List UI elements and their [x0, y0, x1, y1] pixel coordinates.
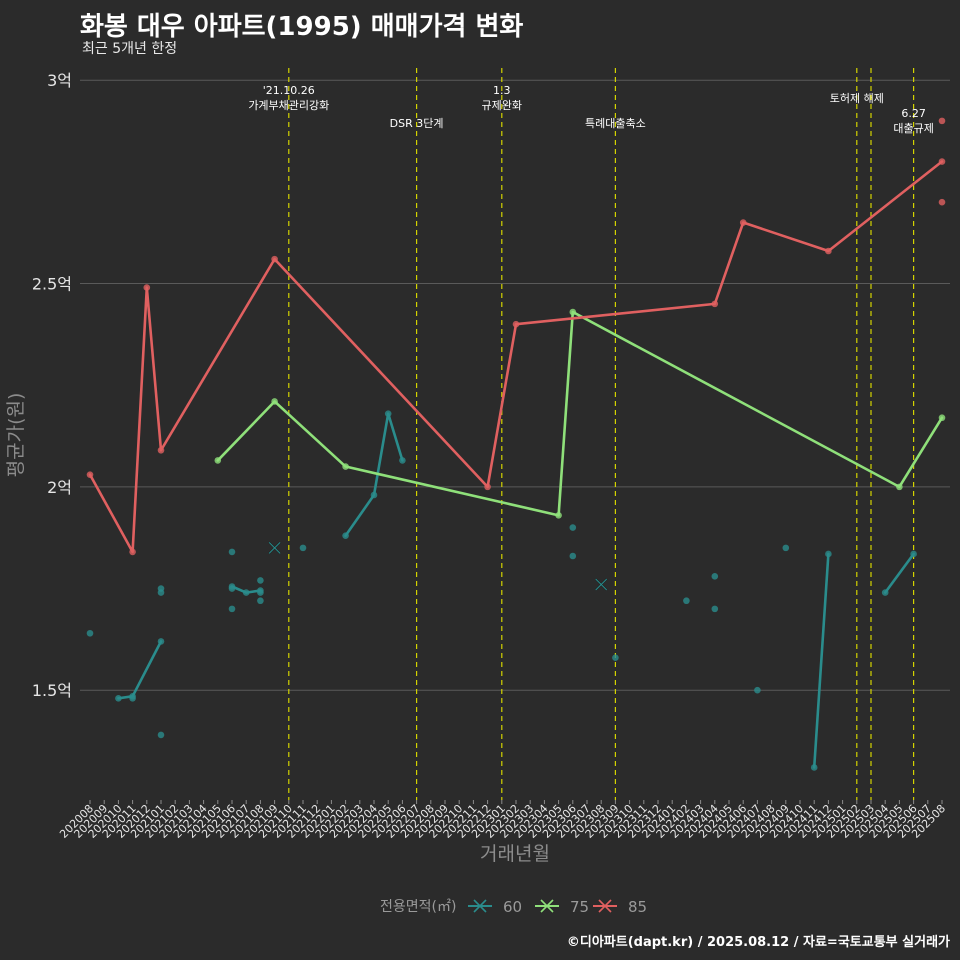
source-caption: ©디아파트(dapt.kr) / 2025.08.12 / 자료=국토교통부 실… [566, 935, 950, 950]
series-60-point [257, 597, 264, 605]
series-60-point [242, 589, 250, 596]
series-60-point [825, 550, 832, 558]
series-60-point [683, 597, 690, 605]
event-annotation: 규제완화 [482, 99, 522, 112]
series-75-point [555, 512, 562, 519]
series-85-point [271, 255, 278, 263]
series-60-point [711, 605, 719, 613]
series-85-point [938, 198, 946, 206]
series-60-line [883, 552, 915, 594]
series-85-point [484, 483, 491, 491]
event-annotation: '21.10.26 [263, 84, 315, 97]
legend-label-85: 85 [628, 898, 647, 916]
y-tick-label: 2.5억 [32, 275, 72, 294]
event-annotation: 6.27 [901, 107, 926, 120]
series-85-point [143, 284, 151, 291]
series-85-point [157, 446, 165, 454]
cross-stroke [595, 578, 608, 591]
series-60-point [157, 731, 165, 739]
event-annotation: DSR 3단계 [390, 117, 444, 130]
series-85-line [88, 160, 944, 554]
series-60-point [342, 532, 349, 539]
y-tick-label: 3억 [47, 71, 72, 90]
series-60-point [257, 577, 264, 584]
series-60-point [910, 550, 917, 558]
x-axis-title: 거래년월 [480, 843, 550, 865]
series-60-point [754, 686, 761, 694]
series-60-point [370, 491, 378, 499]
series-60-point [569, 524, 577, 531]
chart-title: 화봉 대우 아파트(1995) 매매가격 변화 [80, 12, 524, 42]
y-tick-labels: 1.5억 2억 2.5억 3억 [32, 71, 72, 700]
series-60-point [257, 589, 264, 596]
series-60-point [569, 552, 577, 560]
series-60-point [157, 589, 165, 596]
series-85-point [129, 548, 136, 556]
event-annotation: 가계부채관리강화 [248, 99, 329, 112]
series-85-point [938, 158, 946, 165]
series-60-point [399, 457, 406, 464]
legend-title: 전용면적(㎡) [380, 899, 456, 915]
legend-key-75-x [540, 899, 554, 913]
series-60-point [129, 695, 136, 702]
series-75-point [938, 414, 946, 422]
series-75-point [896, 483, 903, 491]
series-60-point [782, 544, 790, 552]
series-75-point [271, 398, 278, 405]
series-60-point [711, 573, 719, 580]
series-75-point [342, 463, 349, 470]
series-75-point [569, 308, 577, 316]
series-85-point [739, 219, 747, 226]
series-60-point [228, 548, 236, 556]
series-60-point [86, 629, 94, 637]
series-60-point [881, 589, 889, 596]
series-60-point [810, 764, 818, 771]
y-tick-label: 1.5억 [32, 681, 72, 700]
series-marks [86, 117, 946, 771]
series-60-line [344, 412, 404, 537]
series-60-point [299, 544, 307, 552]
chart-subtitle: 최근 5개년 한정 [82, 41, 178, 57]
legend-key-60-x [473, 899, 487, 913]
cross-stroke [268, 541, 281, 554]
series-85-point [825, 247, 832, 255]
legend-label-75: 75 [570, 898, 589, 916]
series-85-point [711, 300, 719, 308]
series-60-point [612, 654, 619, 661]
event-annotation: 1.3 [493, 84, 511, 97]
series-75-point [214, 457, 222, 464]
x-tick-labels: 2020082020092020102020112020122021012021… [57, 800, 948, 841]
series-60-cross-marker [595, 578, 608, 591]
y-tick-label: 2억 [47, 478, 72, 497]
legend: 전용면적(㎡) 60 75 85 [380, 898, 647, 916]
series-60-cross-marker [268, 541, 281, 554]
series-60-point [157, 638, 165, 645]
series-60-point [228, 605, 236, 613]
series-85-point [86, 471, 94, 478]
event-annotation: 대출규제 [893, 122, 933, 135]
legend-label-60: 60 [503, 898, 522, 916]
event-annotation: 특례대출축소 [585, 117, 646, 130]
series-85-point [512, 320, 520, 328]
series-60-point [228, 585, 236, 592]
legend-key-85-x [598, 899, 612, 913]
gridlines [80, 79, 950, 691]
event-annotation: 토허제 해제 [830, 91, 884, 105]
series-60-line [812, 552, 830, 769]
series-85-point [938, 117, 946, 125]
series-60-point [384, 410, 392, 417]
series-75-line [216, 310, 944, 517]
series-60-point [115, 695, 122, 702]
y-axis-title: 평균가(원) [5, 393, 27, 478]
